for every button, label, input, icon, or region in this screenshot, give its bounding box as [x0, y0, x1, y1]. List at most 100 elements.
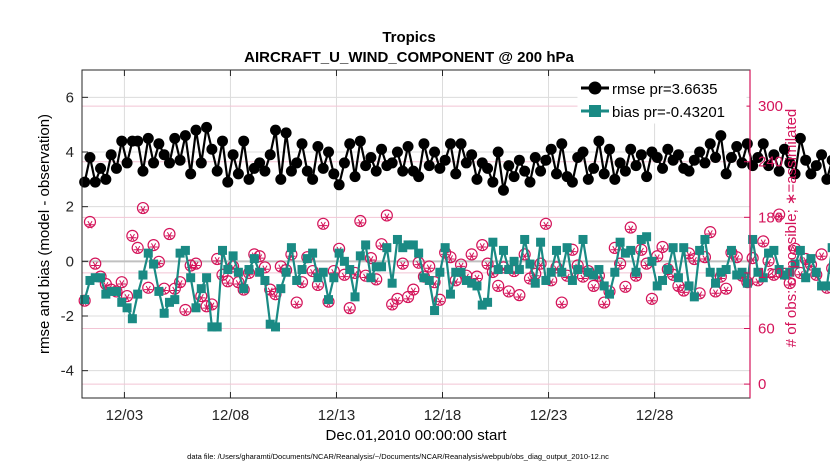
bias-point	[392, 234, 402, 244]
legend-rmse-marker	[588, 81, 602, 95]
x-tick-label: 12/18	[424, 407, 462, 424]
obs-possible-point	[163, 227, 176, 241]
bias-point	[180, 245, 190, 255]
rmse-point	[301, 165, 313, 177]
rmse-point	[715, 130, 727, 142]
rmse-point	[725, 151, 737, 163]
rmse-point	[694, 146, 706, 158]
bias-point	[567, 275, 577, 285]
rmse-point	[285, 165, 297, 177]
obs-assimilated-point	[271, 292, 280, 300]
obs-assimilated-point	[398, 261, 407, 270]
obs-possible-point	[826, 262, 830, 274]
bias-point	[673, 273, 683, 283]
rmse-point	[529, 151, 541, 163]
rmse-point	[434, 162, 446, 174]
obs-assimilated-point	[393, 296, 402, 305]
rmse-point	[169, 132, 181, 144]
obs-assimilated-point	[266, 287, 275, 296]
rmse-point	[418, 138, 430, 150]
x-axis: 12/03 12/08 12/13 12/18 12/23 12/28	[106, 70, 674, 424]
bias-point	[80, 295, 90, 305]
obs-possible-point	[147, 239, 160, 252]
bias-point	[117, 297, 127, 307]
bias-point	[652, 281, 662, 291]
bias-point	[726, 245, 736, 255]
legend: rmse pr=3.6635 bias pr=-0.43201	[577, 73, 747, 124]
rmse-point	[450, 168, 462, 180]
obs-possible-point	[179, 303, 192, 317]
obs-possible-point	[704, 226, 717, 239]
bias-point	[435, 267, 445, 277]
bias-point	[308, 248, 318, 258]
y2-tick-label: 180	[758, 209, 783, 226]
obs-assimilated-point	[478, 243, 487, 251]
rmse-point	[142, 132, 154, 144]
rmse-point	[731, 141, 743, 153]
y2-tick-label: 60	[758, 321, 775, 338]
bias-point	[371, 262, 381, 272]
y-tick-label: 6	[66, 89, 74, 106]
obs-assimilated-point	[212, 256, 222, 265]
bias-point	[504, 265, 514, 275]
bias-point	[583, 267, 593, 277]
bias-point	[636, 234, 646, 244]
legend-rmse-label: rmse pr=3.6635	[612, 81, 717, 98]
bias-point	[620, 248, 630, 258]
obs-possible-point	[205, 298, 218, 311]
rmse-point	[232, 168, 244, 180]
rmse-point	[89, 176, 101, 188]
rmse-point	[778, 143, 790, 155]
x-tick-label: 12/13	[318, 407, 356, 424]
rmse-point	[625, 143, 637, 155]
bias-point	[509, 256, 519, 266]
rmse-point	[391, 146, 403, 158]
obs-possible-point	[126, 229, 139, 242]
x-tick-label: 12/28	[636, 407, 674, 424]
bias-point	[806, 254, 816, 264]
obs-possible-point	[656, 240, 669, 254]
bias-point	[96, 273, 106, 283]
rmse-point	[211, 165, 223, 177]
bias-point	[297, 265, 307, 275]
rmse-point	[763, 160, 775, 172]
rmse-point	[100, 173, 112, 185]
bias-point	[758, 273, 768, 283]
obs-assimilated-point	[557, 300, 566, 309]
rmse-point	[185, 168, 197, 180]
bias-point	[779, 270, 789, 280]
y2-tick-label: 240	[758, 154, 783, 171]
rmse-point	[816, 149, 828, 161]
bias-point	[589, 270, 599, 280]
bias-point	[732, 270, 742, 280]
rmse-point	[222, 176, 234, 188]
rmse-point	[662, 143, 674, 155]
bias-point	[753, 267, 763, 277]
rmse-point	[238, 135, 250, 147]
rmse-point	[179, 130, 191, 142]
rmse-point	[651, 151, 663, 163]
rmse-point	[195, 157, 207, 169]
obs-assimilated-point	[690, 256, 699, 265]
rmse-point	[338, 157, 350, 169]
obs-possible-point	[645, 292, 659, 305]
obs-possible-point	[465, 248, 478, 261]
bias-point	[785, 267, 795, 277]
bias-point	[541, 275, 551, 285]
bias-point	[631, 267, 641, 277]
obs-possible-point	[396, 257, 409, 270]
bias-point	[281, 267, 291, 277]
bias-point	[498, 245, 508, 255]
rmse-point	[800, 154, 812, 166]
rmse-point	[471, 173, 483, 185]
bias-point	[461, 275, 471, 285]
y-tick-label: -4	[61, 363, 74, 380]
bias-point	[483, 297, 493, 307]
rmse-point	[524, 176, 536, 188]
legend-bias-label: bias pr=-0.43201	[612, 104, 725, 121]
rmse-point	[805, 168, 817, 180]
bias-point	[790, 259, 800, 269]
data-file-footnote: data file: /Users/gharamti/Documents/NCA…	[187, 452, 609, 461]
obs-possible-point	[306, 264, 319, 278]
obs-assimilated-point	[409, 287, 418, 296]
